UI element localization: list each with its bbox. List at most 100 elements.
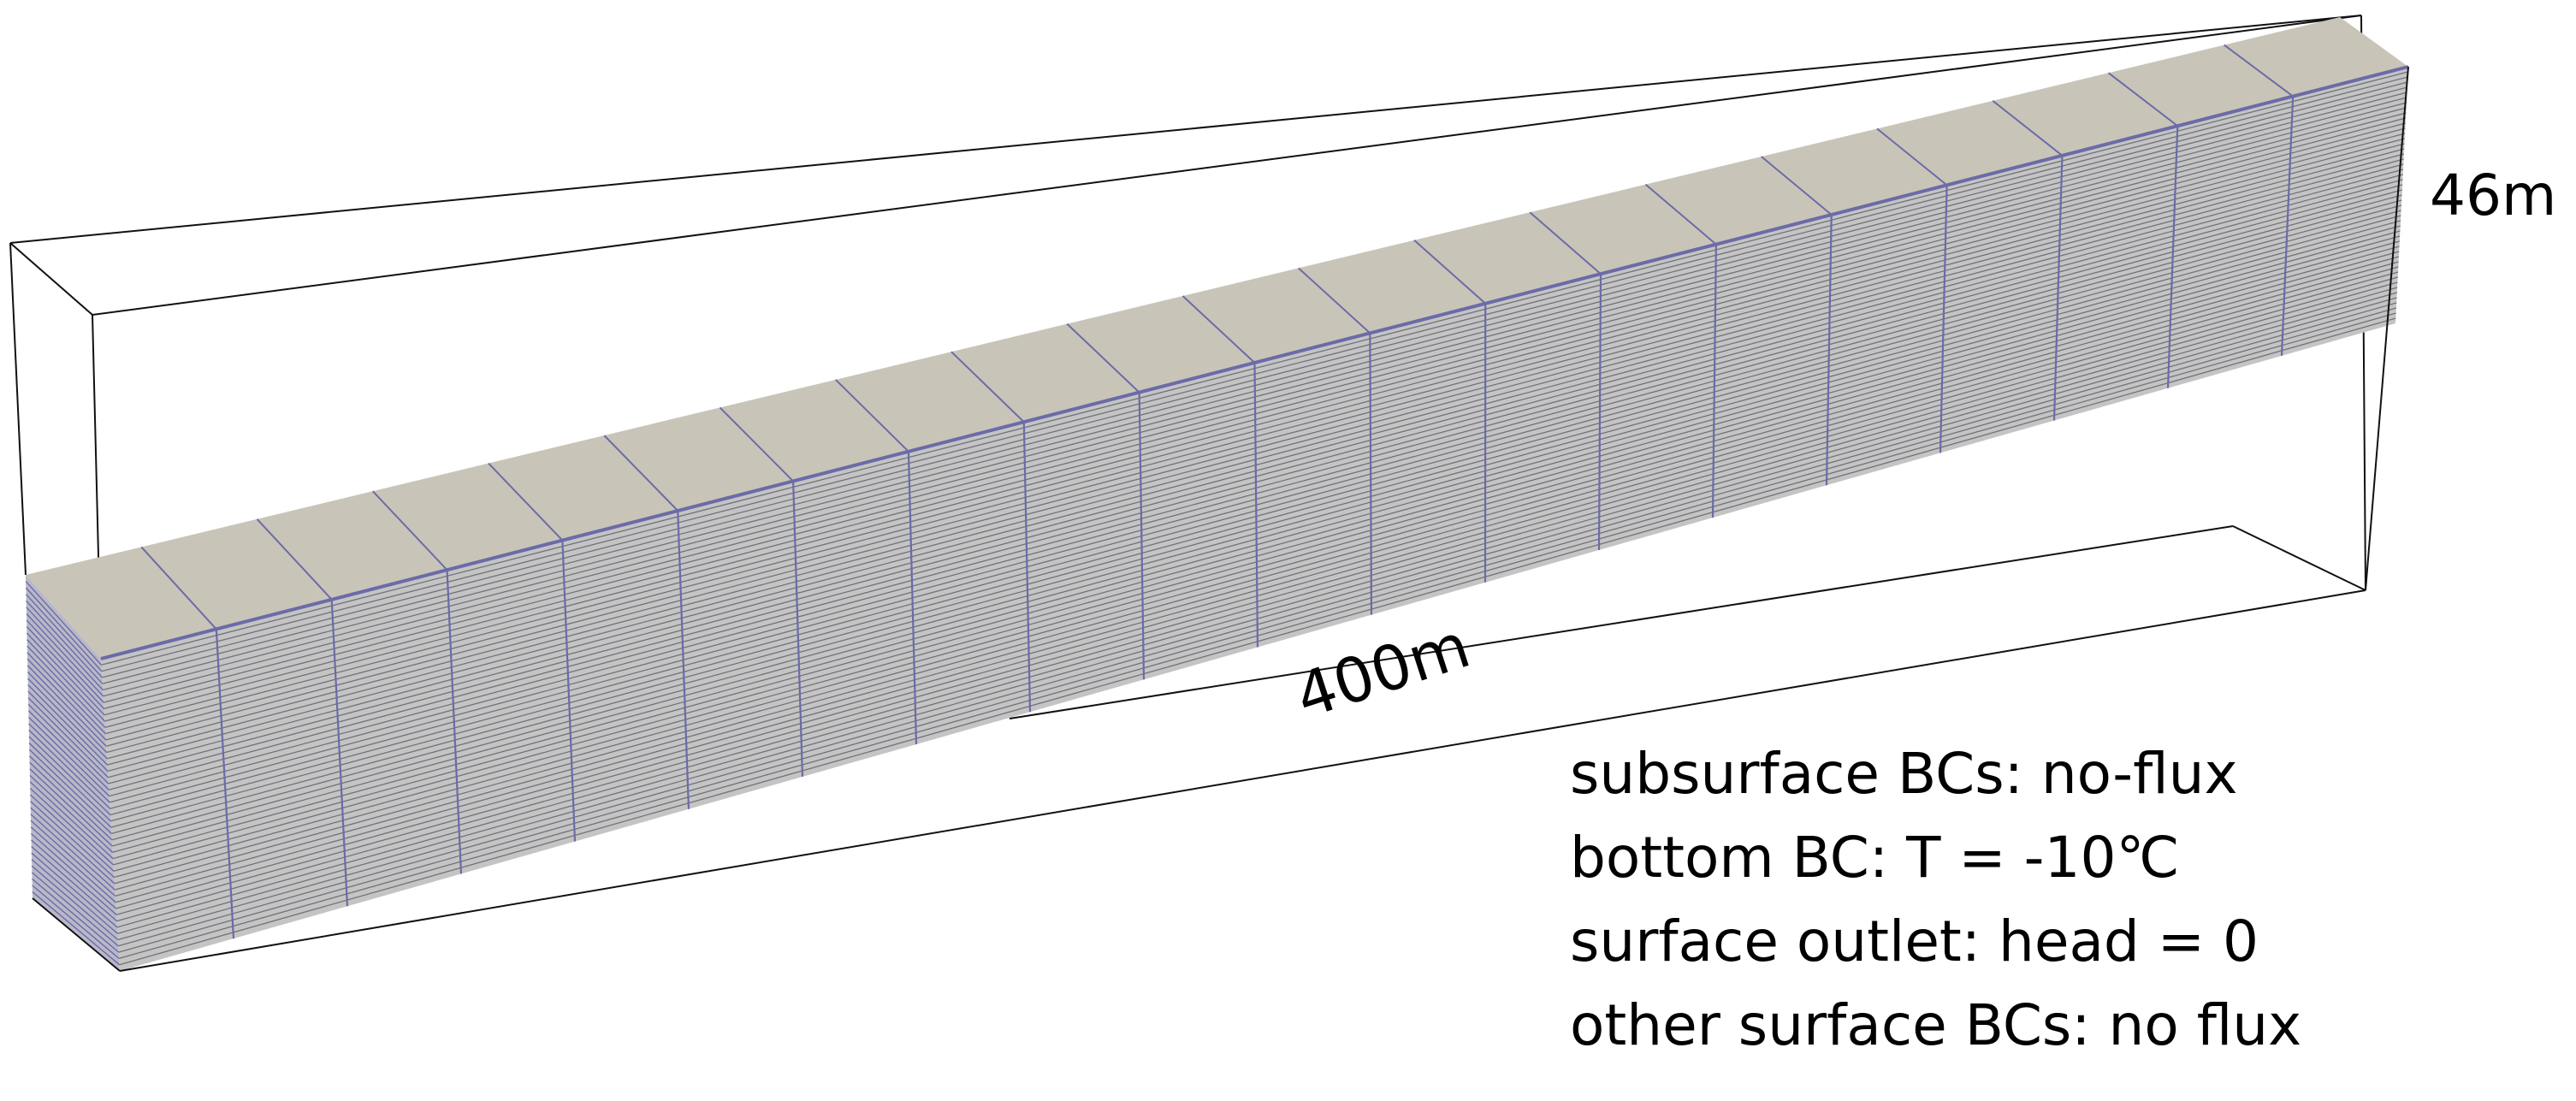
end-layer-line — [30, 814, 115, 891]
top-cell-line — [1761, 156, 1833, 216]
mesh-column-line — [561, 540, 577, 842]
bc-other-surface-label: other surface BCs: no flux — [1570, 992, 2302, 1058]
height-dimension-label: 46m — [2430, 163, 2556, 228]
end-layer-line — [27, 697, 109, 778]
top-cell-line — [1529, 211, 1602, 275]
bounding-box-edge — [32, 897, 121, 972]
bounding-box-edge — [9, 242, 27, 576]
bc-bottom-label: bottom BC: T = -10℃ — [1570, 825, 2180, 891]
mesh-top-surface — [26, 17, 2408, 659]
mesh-column-line — [1369, 333, 1373, 615]
end-layer-line — [26, 607, 104, 690]
end-layer-line — [27, 684, 108, 766]
end-layer-line — [30, 801, 115, 879]
end-layer-line — [28, 729, 111, 809]
mesh-column-line — [215, 629, 235, 939]
end-layer-line — [27, 690, 109, 772]
mesh-column-line — [1138, 392, 1146, 680]
end-layer-line — [27, 658, 107, 741]
end-layer-line — [31, 839, 117, 915]
bounding-box-edge — [9, 242, 93, 316]
bounding-box-front-edges — [32, 66, 2409, 972]
mesh-column-line — [907, 451, 918, 745]
end-layer-line — [28, 749, 112, 828]
bounding-box-edge — [92, 15, 2362, 316]
end-layer-line — [29, 794, 115, 872]
end-layer-line — [30, 832, 117, 909]
bounding-box-edge — [9, 15, 2362, 244]
end-layer-line — [28, 716, 110, 797]
top-cell-line — [1298, 267, 1371, 334]
top-cell-line — [372, 490, 448, 571]
end-layer-line — [31, 845, 117, 922]
top-cell-line — [1992, 100, 2064, 157]
bounding-box-edge — [1009, 525, 2234, 719]
top-cell-line — [835, 379, 909, 453]
top-cell-line — [2224, 44, 2294, 98]
top-cell-line — [719, 406, 794, 482]
mesh-column-line — [2166, 126, 2179, 388]
top-cell-line — [1181, 295, 1256, 364]
mesh-column-line — [2052, 155, 2064, 421]
end-layer-line — [27, 671, 108, 753]
end-layer-line — [26, 626, 105, 709]
bounding-box-edge — [2232, 525, 2366, 591]
mesh-column-line — [1825, 214, 1833, 486]
end-layer-line — [31, 859, 118, 934]
end-layer-line — [26, 619, 104, 703]
top-cell-line — [1876, 127, 1948, 186]
end-layer-line — [31, 872, 119, 947]
end-layer-line — [29, 761, 113, 841]
top-cell-line — [1066, 323, 1140, 394]
mesh-column-line — [1711, 244, 1717, 518]
end-layer-line — [29, 774, 114, 853]
end-layer-line — [32, 891, 121, 966]
end-layer-line — [25, 581, 102, 666]
end-layer-line — [26, 600, 104, 684]
top-cell-line — [2107, 72, 2178, 127]
end-layer-line — [31, 852, 118, 928]
end-layer-line — [26, 613, 104, 697]
end-layer-line — [27, 639, 105, 722]
end-layer-line — [30, 820, 116, 897]
end-layer-line — [28, 723, 110, 803]
mesh-column-line — [330, 599, 349, 907]
end-layer-line — [27, 652, 106, 735]
end-layer-line — [27, 645, 106, 728]
end-layer-line — [27, 665, 107, 747]
top-cell-line — [1413, 240, 1486, 305]
bounding-box-edge — [2365, 66, 2409, 591]
top-cell-line — [488, 462, 564, 542]
bounding-box-edge — [119, 589, 2366, 972]
end-layer-line — [30, 826, 116, 903]
top-cell-line — [950, 351, 1025, 423]
end-layer-line — [27, 703, 110, 784]
bc-subsurface-label: subsurface BCs: no-flux — [1570, 741, 2238, 807]
end-layer-line — [28, 743, 111, 822]
mesh-column-line — [1022, 422, 1032, 713]
end-layer-line — [30, 807, 115, 885]
end-layer-line — [29, 781, 114, 860]
mesh-column-line — [1597, 274, 1602, 550]
end-layer-line — [25, 594, 103, 678]
bc-surface-outlet-label: surface outlet: head = 0 — [1570, 909, 2259, 974]
mesh-column-line — [446, 570, 463, 874]
end-layer-line — [31, 865, 119, 941]
end-layer-line — [25, 587, 103, 672]
mesh-front-face — [101, 67, 2408, 971]
mesh-column-line — [792, 481, 804, 777]
top-surface-cell-lines — [140, 44, 2294, 630]
end-layer-line — [29, 787, 114, 866]
end-layer-line — [27, 678, 108, 760]
end-layer-line — [32, 885, 120, 959]
end-layer-line — [29, 768, 113, 847]
mesh-column-line — [1253, 362, 1259, 648]
end-layer-line — [28, 755, 112, 834]
end-layer-line — [27, 710, 110, 790]
top-cell-line — [1644, 183, 1717, 246]
mesh-column-line — [677, 510, 690, 809]
end-layer-line — [28, 736, 111, 816]
end-layer-line — [26, 632, 105, 716]
top-cell-line — [603, 435, 678, 512]
